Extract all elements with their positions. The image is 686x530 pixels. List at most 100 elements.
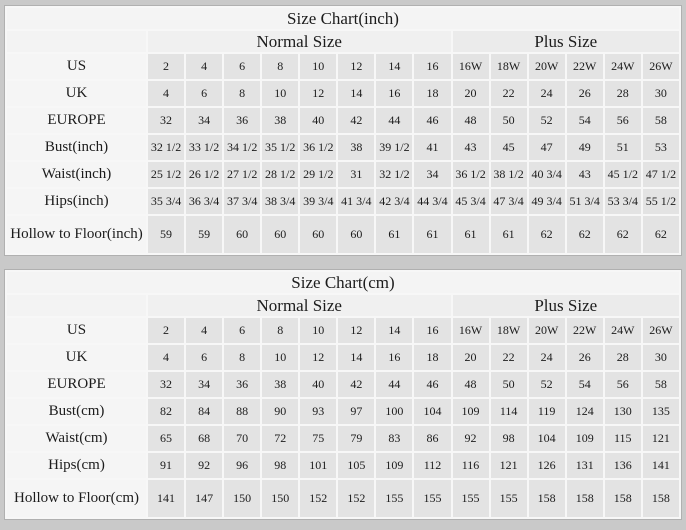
size-value-cell: 104: [528, 426, 565, 451]
size-value-cell: 35 1/2: [262, 135, 299, 160]
size-value-cell: 75: [300, 426, 337, 451]
size-value-cell: 6: [186, 81, 223, 106]
size-value-cell: 58: [642, 108, 679, 133]
size-value-cell: 131: [566, 453, 603, 478]
size-value-cell: 8: [224, 81, 261, 106]
table-row: EUROPE 32 34 36 38 40 42 44 46 48 50 52 54 56 58: [7, 108, 679, 133]
size-value-cell: 65: [148, 426, 185, 451]
size-value-cell: 119: [528, 399, 565, 424]
size-value-cell: 24: [528, 345, 565, 370]
size-value-cell: 6: [186, 345, 223, 370]
size-value-cell: 116: [452, 453, 489, 478]
size-value-cell: 20: [452, 345, 489, 370]
size-value-cell: 26: [566, 345, 603, 370]
size-value-cell: 37 3/4: [224, 189, 261, 214]
size-value-cell: 26W: [642, 54, 679, 79]
size-value-cell: 155: [414, 480, 451, 517]
size-value-cell: 14: [338, 81, 375, 106]
size-value-cell: 34: [414, 162, 451, 187]
size-value-cell: 8: [262, 54, 299, 79]
size-value-cell: 141: [642, 453, 679, 478]
size-value-cell: 56: [604, 372, 641, 397]
size-value-cell: 30: [642, 81, 679, 106]
size-value-cell: 38 1/2: [490, 162, 527, 187]
size-value-cell: 36 3/4: [186, 189, 223, 214]
corner-cell: [7, 295, 146, 316]
size-value-cell: 25 1/2: [148, 162, 185, 187]
size-value-cell: 61: [414, 216, 451, 253]
size-value-cell: 18W: [490, 54, 527, 79]
size-value-cell: 43: [452, 135, 489, 160]
row-label: Waist(cm): [7, 426, 146, 451]
size-value-cell: 38: [262, 372, 299, 397]
size-value-cell: 12: [300, 345, 337, 370]
size-value-cell: 152: [300, 480, 337, 517]
size-value-cell: 45 1/2: [604, 162, 641, 187]
size-value-cell: 4: [148, 345, 185, 370]
table-row: Hips(inch) 35 3/4 36 3/4 37 3/4 38 3/4 39 3/4…: [7, 189, 679, 214]
row-label: Hips(cm): [7, 453, 146, 478]
size-value-cell: 53 3/4: [604, 189, 641, 214]
size-value-cell: 39 1/2: [376, 135, 413, 160]
table-row: EUROPE 32 34 36 38 40 42 44 46 48 50 52 54 56 58: [7, 372, 679, 397]
size-value-cell: 32: [148, 108, 185, 133]
size-value-cell: 52: [528, 108, 565, 133]
size-value-cell: 24W: [604, 318, 641, 343]
size-value-cell: 46: [414, 108, 451, 133]
size-value-cell: 60: [338, 216, 375, 253]
size-value-cell: 90: [262, 399, 299, 424]
size-value-cell: 155: [490, 480, 527, 517]
size-value-cell: 62: [604, 216, 641, 253]
size-value-cell: 104: [414, 399, 451, 424]
size-value-cell: 50: [490, 108, 527, 133]
table-row: Hollow to Floor(inch) 59 59 60 60 60 60 61 61 61 6…: [7, 216, 679, 253]
size-value-cell: 47 1/2: [642, 162, 679, 187]
plus-size-header: Plus Size: [452, 31, 679, 52]
table-row: Bust(cm) 82 84 88 90 93 97 100 104 109 114 119 124 13…: [7, 399, 679, 424]
table-body: US 2 4 6 8 10 12 14 16 16W 18W 20W 22W 24W 26W UK 4 6 8 10 1…: [7, 54, 679, 253]
size-value-cell: 10: [262, 81, 299, 106]
size-value-cell: 28 1/2: [262, 162, 299, 187]
size-value-cell: 98: [262, 453, 299, 478]
table-row: Waist(inch) 25 1/2 26 1/2 27 1/2 28 1/2 29 1/…: [7, 162, 679, 187]
size-value-cell: 97: [338, 399, 375, 424]
size-value-cell: 42: [338, 372, 375, 397]
size-value-cell: 4: [148, 81, 185, 106]
size-value-cell: 136: [604, 453, 641, 478]
table-row: Waist(cm) 65 68 70 72 75 79 83 86 92 98 104 109 115 12…: [7, 426, 679, 451]
size-value-cell: 101: [300, 453, 337, 478]
size-value-cell: 36: [224, 108, 261, 133]
row-label: Hips(inch): [7, 189, 146, 214]
size-value-cell: 40: [300, 108, 337, 133]
size-value-cell: 10: [300, 318, 337, 343]
row-label: Bust(cm): [7, 399, 146, 424]
size-value-cell: 45: [490, 135, 527, 160]
corner-cell: [7, 31, 146, 52]
size-value-cell: 79: [338, 426, 375, 451]
size-value-cell: 61: [452, 216, 489, 253]
size-value-cell: 30: [642, 345, 679, 370]
size-value-cell: 60: [300, 216, 337, 253]
size-value-cell: 45 3/4: [452, 189, 489, 214]
size-value-cell: 31: [338, 162, 375, 187]
row-label: UK: [7, 81, 146, 106]
size-value-cell: 10: [262, 345, 299, 370]
size-value-cell: 18W: [490, 318, 527, 343]
size-value-cell: 36: [224, 372, 261, 397]
size-value-cell: 36 1/2: [452, 162, 489, 187]
size-value-cell: 6: [224, 54, 261, 79]
row-label: Bust(inch): [7, 135, 146, 160]
size-value-cell: 98: [490, 426, 527, 451]
size-value-cell: 34 1/2: [224, 135, 261, 160]
title-row: Size Chart(inch): [7, 8, 679, 29]
size-value-cell: 109: [376, 453, 413, 478]
size-value-cell: 48: [452, 372, 489, 397]
size-value-cell: 158: [604, 480, 641, 517]
size-value-cell: 47: [528, 135, 565, 160]
size-value-cell: 83: [376, 426, 413, 451]
size-value-cell: 38: [262, 108, 299, 133]
size-value-cell: 49: [566, 135, 603, 160]
size-value-cell: 124: [566, 399, 603, 424]
size-value-cell: 158: [528, 480, 565, 517]
size-value-cell: 34: [186, 372, 223, 397]
